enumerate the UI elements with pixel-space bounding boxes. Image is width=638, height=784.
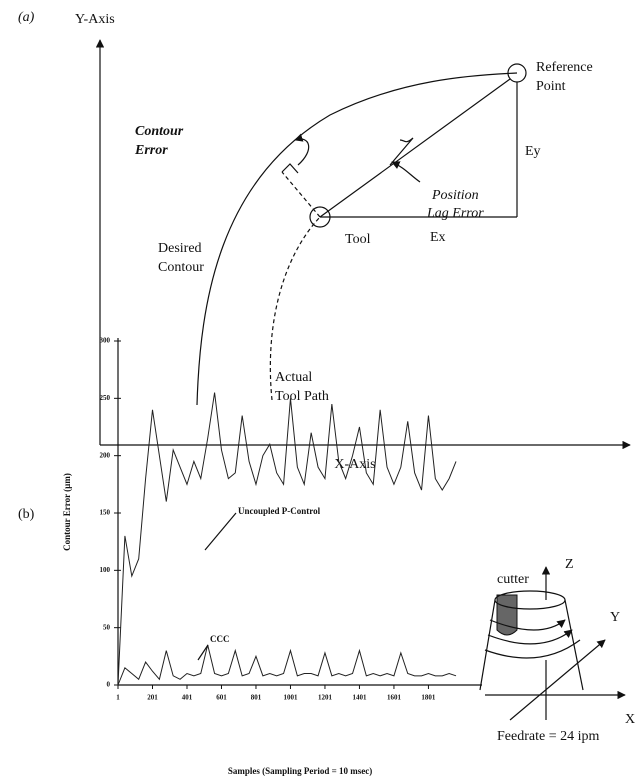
x-axis-title: Samples (Sampling Period = 10 msec) (228, 766, 372, 776)
annotation-arrow (197, 644, 209, 661)
y-axis-label: Y-Axis (75, 12, 115, 27)
series-line (117, 392, 457, 686)
tool-label: Tool (345, 232, 371, 247)
x-tick-label: 801 (251, 694, 262, 702)
inset-label: Y (610, 610, 620, 625)
y-tick-label: 0 (107, 681, 111, 689)
position-lag-label: Position (431, 188, 479, 203)
x-tick-label: 1 (116, 694, 120, 702)
y-tick-label: 150 (100, 509, 111, 517)
actual-path-label: Tool Path (275, 389, 329, 404)
x-tick-label: 1601 (387, 694, 402, 702)
y-tick-label: 300 (100, 337, 111, 345)
reference-point-label: Point (536, 79, 566, 94)
series-annotation: CCC (210, 634, 230, 644)
desired-contour-label: Contour (158, 260, 204, 275)
y-axis-title: Contour Error (µm) (62, 473, 72, 551)
position-lag-label: Lag Error (426, 206, 484, 221)
series-annotation: Uncoupled P-Control (238, 506, 321, 516)
ey-label: Ey (525, 144, 541, 159)
panel-label: (b) (18, 507, 35, 522)
series-line (117, 644, 457, 686)
diagram-shapes (95, 39, 631, 450)
x-tick-label: 1001 (283, 694, 298, 702)
contour-error-label: Error (134, 143, 168, 158)
actual-path-label: Actual (275, 370, 312, 385)
contour-error-label: Contour (135, 124, 184, 139)
x-tick-label: 1401 (352, 694, 367, 702)
y-tick-label: 50 (103, 623, 111, 631)
x-tick-label: 201 (147, 694, 158, 702)
feedrate-label: Feedrate = 24 ipm (497, 729, 599, 744)
desired-contour-label: Desired (158, 241, 202, 256)
x-tick-label: 1201 (318, 694, 333, 702)
x-tick-label: 401 (182, 694, 193, 702)
annotation-arrow (204, 512, 237, 551)
inset-shapes (479, 566, 626, 721)
x-tick-label: 1801 (421, 694, 436, 702)
ex-label: Ex (430, 230, 446, 245)
inset-label: Z (565, 557, 574, 572)
x-tick-label: 601 (216, 694, 227, 702)
panel-label: (a) (18, 10, 35, 25)
reference-point-label: Reference (536, 60, 593, 75)
y-tick-label: 100 (100, 566, 111, 574)
inset-label: cutter (497, 572, 529, 587)
y-tick-label: 250 (100, 394, 111, 402)
y-tick-label: 200 (100, 451, 111, 459)
inset-label: X (625, 712, 635, 727)
